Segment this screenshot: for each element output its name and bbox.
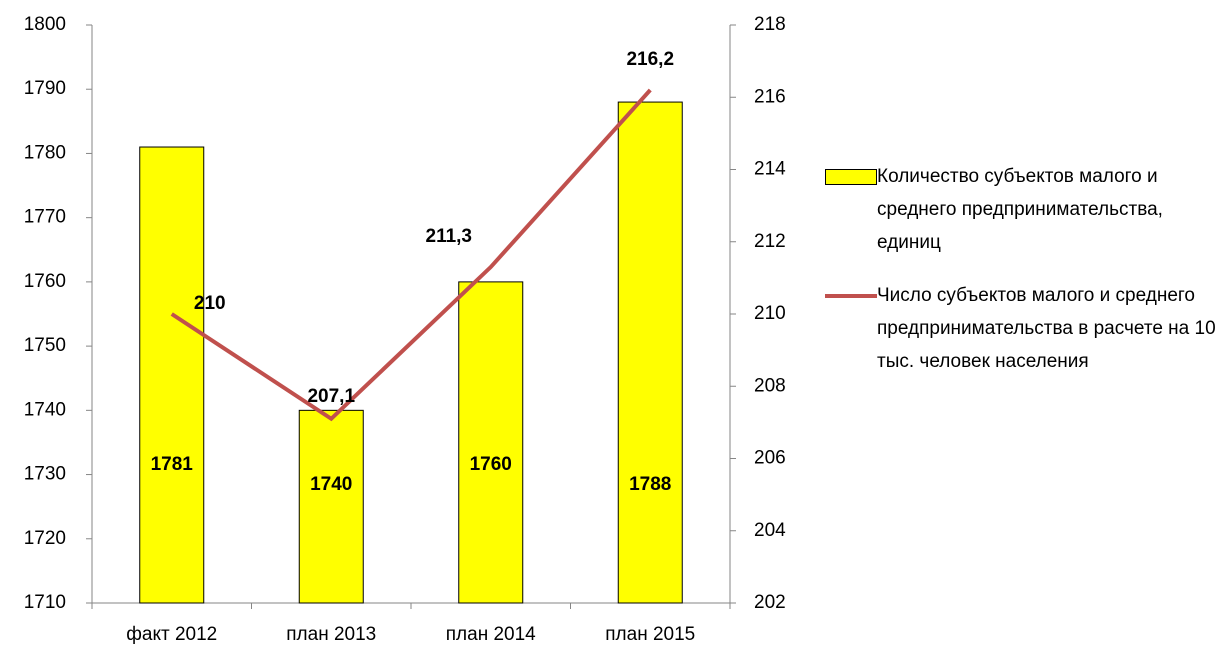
bar-value-label: 1781: [151, 454, 194, 475]
y2-tick-label: 208: [754, 375, 786, 396]
y2-tick-label: 206: [754, 448, 786, 469]
line-value-label: 207,1: [307, 386, 355, 407]
line-value-label: 211,3: [426, 226, 473, 247]
y-tick-label: 1730: [24, 464, 66, 485]
x-tick-label: план 2013: [286, 624, 376, 645]
bar: [298, 409, 364, 604]
legend: Количество субъектов малого и среднего п…: [825, 160, 1225, 398]
bar: [458, 281, 524, 604]
x-tick-label: факт 2012: [126, 624, 217, 645]
y2-tick-label: 212: [754, 231, 786, 252]
x-tick-label: план 2015: [605, 624, 695, 645]
y-tick-label: 1760: [24, 271, 66, 292]
y-tick-label: 1710: [24, 592, 66, 613]
y-tick-label: 1750: [24, 335, 66, 356]
y2-tick-label: 210: [754, 303, 786, 324]
line: [170, 88, 652, 422]
bar: [139, 146, 205, 604]
legend-swatch: [825, 279, 877, 312]
y-tick-label: 1780: [24, 142, 66, 163]
y-tick-label: 1720: [24, 528, 66, 549]
y-tick-label: 1790: [24, 78, 66, 99]
y-tick-label: 1740: [24, 399, 66, 420]
line-value-label: 216,2: [626, 49, 674, 70]
y2-tick-label: 204: [754, 520, 786, 541]
legend-entry: Число субъектов малого и среднего предпр…: [825, 279, 1225, 378]
legend-label: Число субъектов малого и среднего предпр…: [877, 285, 1216, 372]
y2-tick-label: 216: [754, 86, 786, 107]
bar-value-label: 1760: [470, 454, 512, 475]
x-tick-label: план 2014: [446, 624, 536, 645]
legend-swatch: [825, 160, 877, 193]
y2-tick-label: 214: [754, 159, 786, 180]
y-tick-label: 1800: [24, 14, 66, 35]
bar-value-label: 1788: [629, 474, 671, 495]
bar-value-label: 1740: [310, 474, 352, 495]
legend-label: Количество субъектов малого и среднего п…: [877, 166, 1163, 253]
y2-tick-label: 218: [754, 14, 786, 35]
line-value-label: 210: [194, 293, 226, 314]
bar: [617, 101, 683, 604]
y2-tick-label: 202: [754, 592, 786, 613]
legend-entry: Количество субъектов малого и среднего п…: [825, 160, 1225, 259]
y-tick-label: 1770: [24, 207, 66, 228]
